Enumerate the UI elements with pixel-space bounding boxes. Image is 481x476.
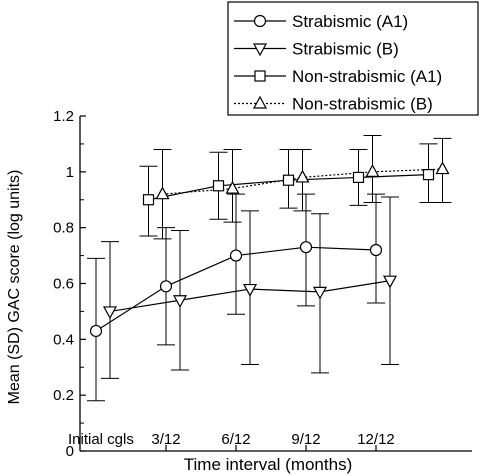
marker-triangle-down [102, 306, 118, 320]
series-lines [95, 168, 443, 332]
marker-triangle-up [435, 161, 450, 175]
y-tick-label: 0.8 [53, 220, 74, 237]
marker-triangle-down [382, 275, 398, 289]
x-tick-label: 9/12 [291, 431, 320, 448]
y-axis-label: Mean (SD) GAC score (log units) [6, 170, 23, 405]
y-tick-label: 1 [66, 164, 74, 181]
marker-triangle-down [172, 295, 188, 309]
marker-circle [369, 243, 383, 257]
marker-triangle-up [365, 164, 380, 177]
marker-circle [159, 280, 173, 293]
y-tick-label: 0.2 [53, 387, 74, 404]
marker-circle [253, 14, 267, 28]
x-tick-label: 12/12 [357, 431, 395, 448]
marker-circle [229, 249, 243, 262]
marker-triangle-up [225, 180, 240, 194]
marker-circle [89, 324, 103, 338]
marker-triangle-up [252, 95, 268, 109]
x-tick-label: 6/12 [221, 431, 250, 448]
marker-square [212, 180, 225, 192]
marker-square [282, 174, 295, 186]
y-tick-label: 0.6 [53, 276, 74, 293]
data-markers [89, 161, 450, 338]
legend: Strabismic (A1) Strabismic (B) Non-strabis… [227, 1, 479, 116]
y-tick-label: 1.2 [53, 108, 74, 125]
legend-label: Non-strabismic (B) [292, 95, 433, 114]
marker-triangle-up [155, 186, 170, 200]
legend-label: Non-strabismic (A1) [292, 67, 442, 86]
legend-label: Strabismic (B) [292, 40, 399, 59]
marker-triangle-down [252, 43, 268, 57]
x-axis-label: Time interval (months) [184, 455, 352, 474]
marker-triangle-down [312, 286, 328, 300]
marker-square [352, 171, 365, 184]
y-tick-label: 0 [66, 443, 74, 460]
marker-circle [299, 241, 313, 254]
marker-triangle-down [242, 283, 258, 297]
marker-square [422, 169, 435, 181]
axes: 0 0.2 0.4 0.6 0.8 1 1.2 Initial cgls 3/12 6/12 9/1… [53, 108, 472, 460]
marker-triangle-up [295, 169, 310, 183]
x-tick-label: 3/12 [151, 431, 180, 448]
marker-square [142, 194, 155, 206]
marker-square [254, 70, 266, 82]
x-tick-label: Initial cgls [68, 431, 134, 448]
y-tick-label: 0.4 [53, 331, 74, 348]
legend-label: Strabismic (A1) [292, 12, 408, 31]
